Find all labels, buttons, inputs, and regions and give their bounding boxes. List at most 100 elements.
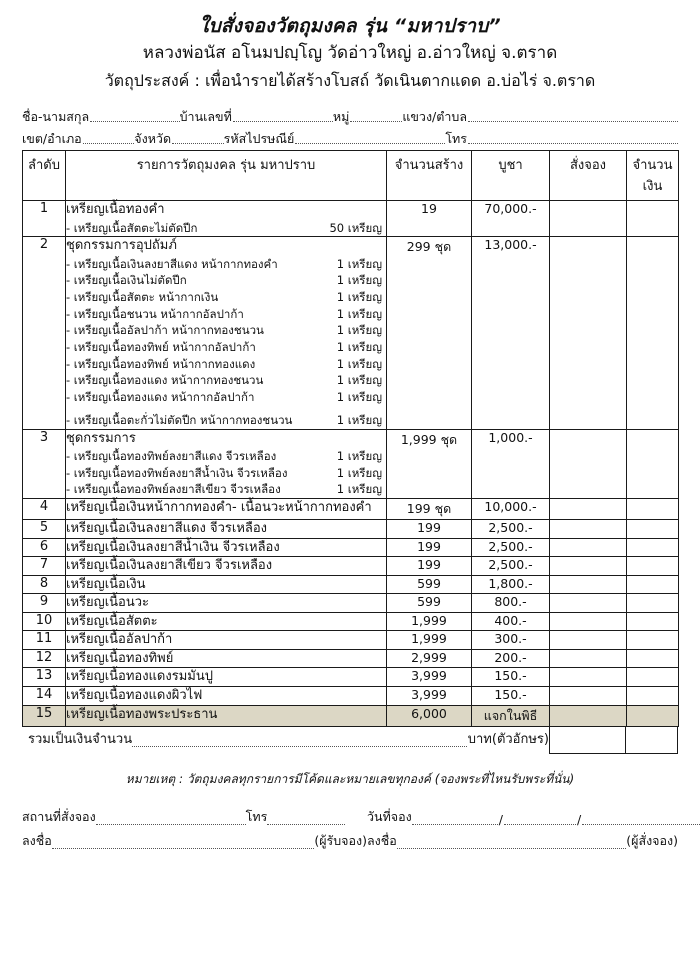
cell-amount-input[interactable]	[626, 648, 679, 669]
receiver-signature-input[interactable]	[51, 839, 315, 849]
sub-item-label: - เหรียญเนื้อทองทิพย์ลงยาสีแดง จีวรเหลือ…	[66, 449, 277, 464]
sub-item: - เหรียญเนื้อชนวน หน้ากากอัลปาก้า 1 เหรีย…	[66, 306, 386, 323]
cell-order-input[interactable]	[549, 667, 627, 687]
cell-order-input[interactable]	[549, 704, 627, 727]
place-input[interactable]	[95, 815, 246, 825]
cell-item: เหรียญเนื้อเงินลงยาสีน้ำเงิน จีวรเหลือง	[65, 537, 387, 558]
customer-fields-row-1: ชื่อ-นามสกุล บ้านเลขที่ หมู่ แขวง/ตำบล	[22, 102, 678, 124]
cell-amount-input[interactable]	[626, 200, 679, 238]
name-input[interactable]	[90, 112, 180, 123]
cell-order-input[interactable]	[549, 537, 627, 558]
cell-item: เหรียญเนื้อเงินหน้ากากทองคำ- เนื้อนวะหน้…	[65, 498, 387, 521]
sub-item-label: - เหรียญเนื้อสัตตะ หน้ากากเงิน	[66, 290, 219, 305]
sub-item-label: - เหรียญเนื้อทองทิพย์ หน้ากากทองแดง	[66, 356, 256, 371]
district-input[interactable]	[82, 134, 135, 145]
sub-item: - เหรียญเนื้อทองแดง หน้ากากอัลปาก้า 1 เหร…	[66, 389, 386, 406]
total-order-cell[interactable]	[549, 725, 626, 754]
cell-quantity: 1,999	[386, 630, 472, 650]
cell-price: 1,800.-	[471, 574, 550, 595]
th-index: ลำดับ	[22, 150, 66, 202]
cell-amount-input[interactable]	[626, 685, 679, 706]
sub-item: - เหรียญเนื้อเงินลงยาสีแดง หน้ากากทองคำ 1…	[66, 256, 386, 273]
cell-amount-input[interactable]	[626, 556, 679, 576]
cell-amount-input[interactable]	[626, 611, 679, 632]
orderer-signature-input[interactable]	[396, 839, 627, 849]
cell-price: 300.-	[471, 630, 550, 650]
cell-order-input[interactable]	[549, 593, 627, 613]
sub-item-label: - เหรียญเนื้อเงินไม่ตัดปีก	[66, 273, 187, 288]
cell-amount-input[interactable]	[626, 428, 679, 500]
cell-amount-input[interactable]	[626, 236, 679, 430]
province-input[interactable]	[172, 134, 224, 145]
cell-index: 8	[22, 574, 66, 595]
th-amount: จำนวนเงิน	[626, 150, 679, 202]
phone-label: โทร	[445, 131, 467, 147]
cell-amount-input[interactable]	[626, 593, 679, 613]
sub-item-qty: 1 เหรียญ	[336, 306, 382, 321]
date-day-input[interactable]	[411, 815, 498, 825]
cell-item: เหรียญเนื้อทองคำ - เหรียญเนื้อสัตตะไม่ตัด…	[65, 200, 387, 238]
item-name: เหรียญเนื้อเงินลงยาสีน้ำเงิน จีวรเหลือง	[66, 539, 280, 555]
sub-item-qty: 1 เหรียญ	[336, 273, 382, 288]
cell-index: 11	[22, 630, 66, 650]
house-no-label: บ้านเลขที่	[179, 109, 232, 125]
table-row: 9 เหรียญเนื้อนวะ 599 800.-	[22, 593, 679, 613]
date-month-input[interactable]	[503, 815, 576, 825]
footer-phone-input[interactable]	[267, 815, 346, 825]
sub-item-qty: 1 เหรียญ	[336, 449, 382, 464]
cell-amount-input[interactable]	[626, 498, 679, 521]
total-amount-cell[interactable]	[626, 725, 678, 754]
cell-item: ชุดกรรมการ - เหรียญเนื้อทองทิพย์ลงยาสีแดง…	[65, 428, 387, 500]
cell-index: 9	[22, 593, 66, 613]
cell-order-input[interactable]	[549, 519, 627, 539]
cell-amount-input[interactable]	[626, 630, 679, 650]
sub-item-qty: 50 เหรียญ	[329, 220, 382, 235]
cell-order-input[interactable]	[549, 685, 627, 706]
sub-item-label: - เหรียญเนื้อสัตตะไม่ตัดปีก	[66, 220, 198, 235]
sub-item-list: - เหรียญเนื้อเงินลงยาสีแดง หน้ากากทองคำ 1…	[66, 256, 386, 429]
cell-order-input[interactable]	[549, 498, 627, 521]
moo-input[interactable]	[350, 112, 403, 123]
sub-item-list: - เหรียญเนื้อทองทิพย์ลงยาสีแดง จีวรเหลือ…	[66, 448, 386, 498]
sub-item-label: - เหรียญเนื้อทองทิพย์ลงยาสีน้ำเงิน จีวรเ…	[66, 465, 288, 480]
cell-order-input[interactable]	[549, 556, 627, 576]
cell-index: 7	[22, 556, 66, 576]
cell-amount-input[interactable]	[626, 537, 679, 558]
sub-item-label: - เหรียญเนื้อเงินลงยาสีแดง หน้ากากทองคำ	[66, 256, 278, 271]
cell-order-input[interactable]	[549, 611, 627, 632]
sub-item-qty: 1 เหรียญ	[336, 390, 382, 405]
place-label: สถานที่สั่งจอง	[22, 808, 96, 824]
house-no-input[interactable]	[232, 112, 333, 123]
cell-price: 800.-	[471, 593, 550, 613]
cell-price: 1,000.-	[471, 428, 550, 500]
phone-input[interactable]	[468, 134, 678, 145]
cell-order-input[interactable]	[549, 200, 627, 238]
cell-item: เหรียญเนื้อทองพระประธาน	[65, 704, 387, 727]
item-name: เหรียญเนื้อนวะ	[66, 595, 149, 611]
postcode-input[interactable]	[295, 134, 446, 145]
cell-order-input[interactable]	[549, 236, 627, 430]
cell-order-input[interactable]	[549, 574, 627, 595]
item-name: เหรียญเนื้อทองแดงรมมันปู	[66, 669, 213, 685]
cell-price: 150.-	[471, 667, 550, 687]
sub-item-qty: 1 เหรียญ	[336, 290, 382, 305]
cell-order-input[interactable]	[549, 630, 627, 650]
cell-amount-input[interactable]	[626, 667, 679, 687]
date-year-input[interactable]	[582, 815, 700, 825]
cell-index: 13	[22, 667, 66, 687]
cell-amount-input[interactable]	[626, 519, 679, 539]
cell-amount-input[interactable]	[626, 574, 679, 595]
th-item: รายการวัตถุมงคล รุ่น มหาปราบ	[65, 150, 387, 202]
moo-label: หมู่	[332, 109, 350, 125]
th-order: สั่งจอง	[549, 150, 627, 202]
cell-order-input[interactable]	[549, 648, 627, 669]
cell-amount-input[interactable]	[626, 704, 679, 727]
table-row: 5 เหรียญเนื้อเงินลงยาสีแดง จีวรเหลือง 199 2…	[22, 519, 679, 539]
cell-order-input[interactable]	[549, 428, 627, 500]
total-amount-input[interactable]	[132, 737, 467, 747]
sub-item: - เหรียญเนื้อตะกั่วไม่ตัดปีก หน้ากากทองช…	[66, 412, 386, 429]
sub-item-label: - เหรียญเนื้อทองทิพย์ลงยาสีเขียว จีวรเหล…	[66, 482, 281, 497]
cell-price: 2,500.-	[471, 537, 550, 558]
sub-item-label: - เหรียญเนื้อตะกั่วไม่ตัดปีก หน้ากากทองช…	[66, 412, 293, 427]
subdistrict-input[interactable]	[468, 112, 678, 123]
